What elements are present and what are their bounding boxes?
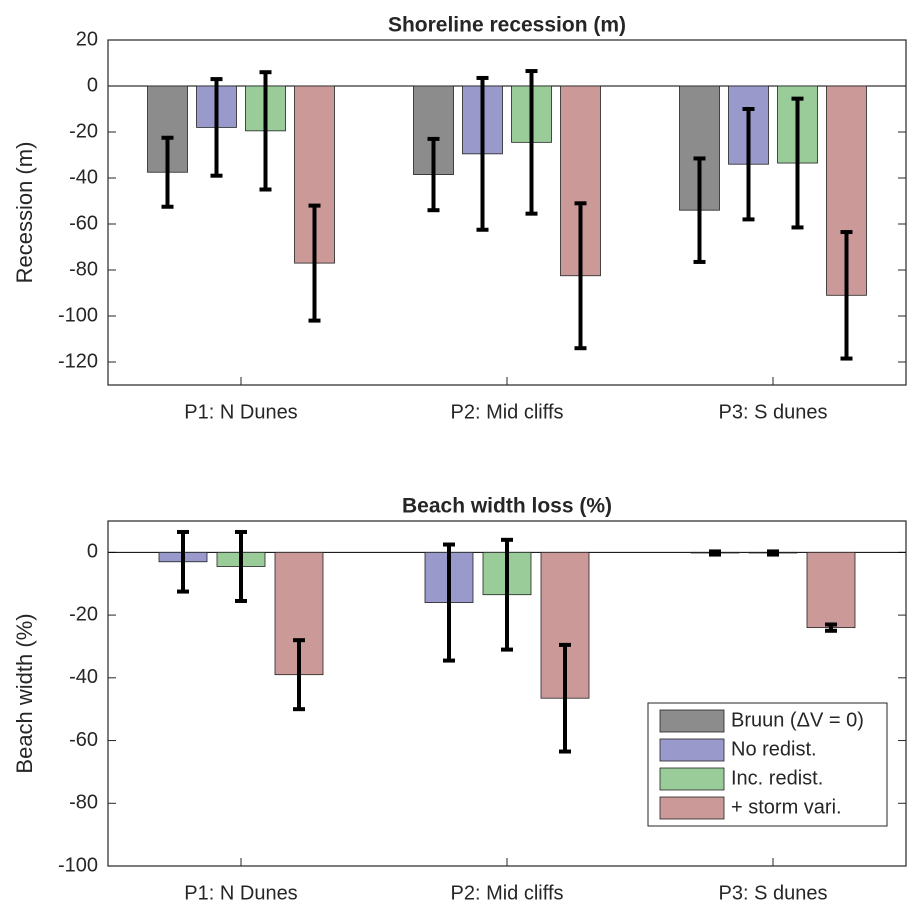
plot-frame [107,39,907,386]
x-tick-label: P2: Mid cliffs [451,882,564,904]
legend-label: No redist. [731,738,817,760]
y-tick-label: -60 [69,729,98,751]
bar [806,551,856,629]
y-tick-label: -40 [69,166,98,188]
chart-title: Beach width loss (%) [402,495,612,518]
legend-label: + storm vari. [731,796,842,818]
x-tick-label: P1: N Dunes [184,401,297,423]
y-tick-label: -80 [69,792,98,814]
y-tick-label: -20 [69,603,98,625]
legend-label: Inc. redist. [731,767,823,789]
legend-swatch [659,767,725,791]
y-axis-label: Beach width (%) [12,613,37,773]
y-axis-label: Recession (m) [12,142,37,284]
y-tick-label: -60 [69,212,98,234]
y-tick-label: -80 [69,258,98,280]
x-tick-label: P1: N Dunes [184,882,297,904]
chart-title: Shoreline recession (m) [388,14,626,37]
x-tick-label: P3: S dunes [719,401,828,423]
y-tick-label: 0 [87,74,98,96]
y-tick-label: -40 [69,666,98,688]
y-tick-label: -20 [69,120,98,142]
legend-swatch [659,709,725,733]
y-tick-label: 0 [87,541,98,563]
x-tick-label: P3: S dunes [719,882,828,904]
y-tick-label: 20 [76,28,98,50]
legend-swatch [659,738,725,762]
plot-frame [107,520,907,867]
y-tick-label: -100 [58,854,98,876]
legend-swatch [659,796,725,820]
x-tick-label: P2: Mid cliffs [451,401,564,423]
y-tick-label: -100 [58,304,98,326]
legend-label: Bruun (ΔV = 0) [731,709,864,731]
y-tick-label: -120 [58,350,98,372]
